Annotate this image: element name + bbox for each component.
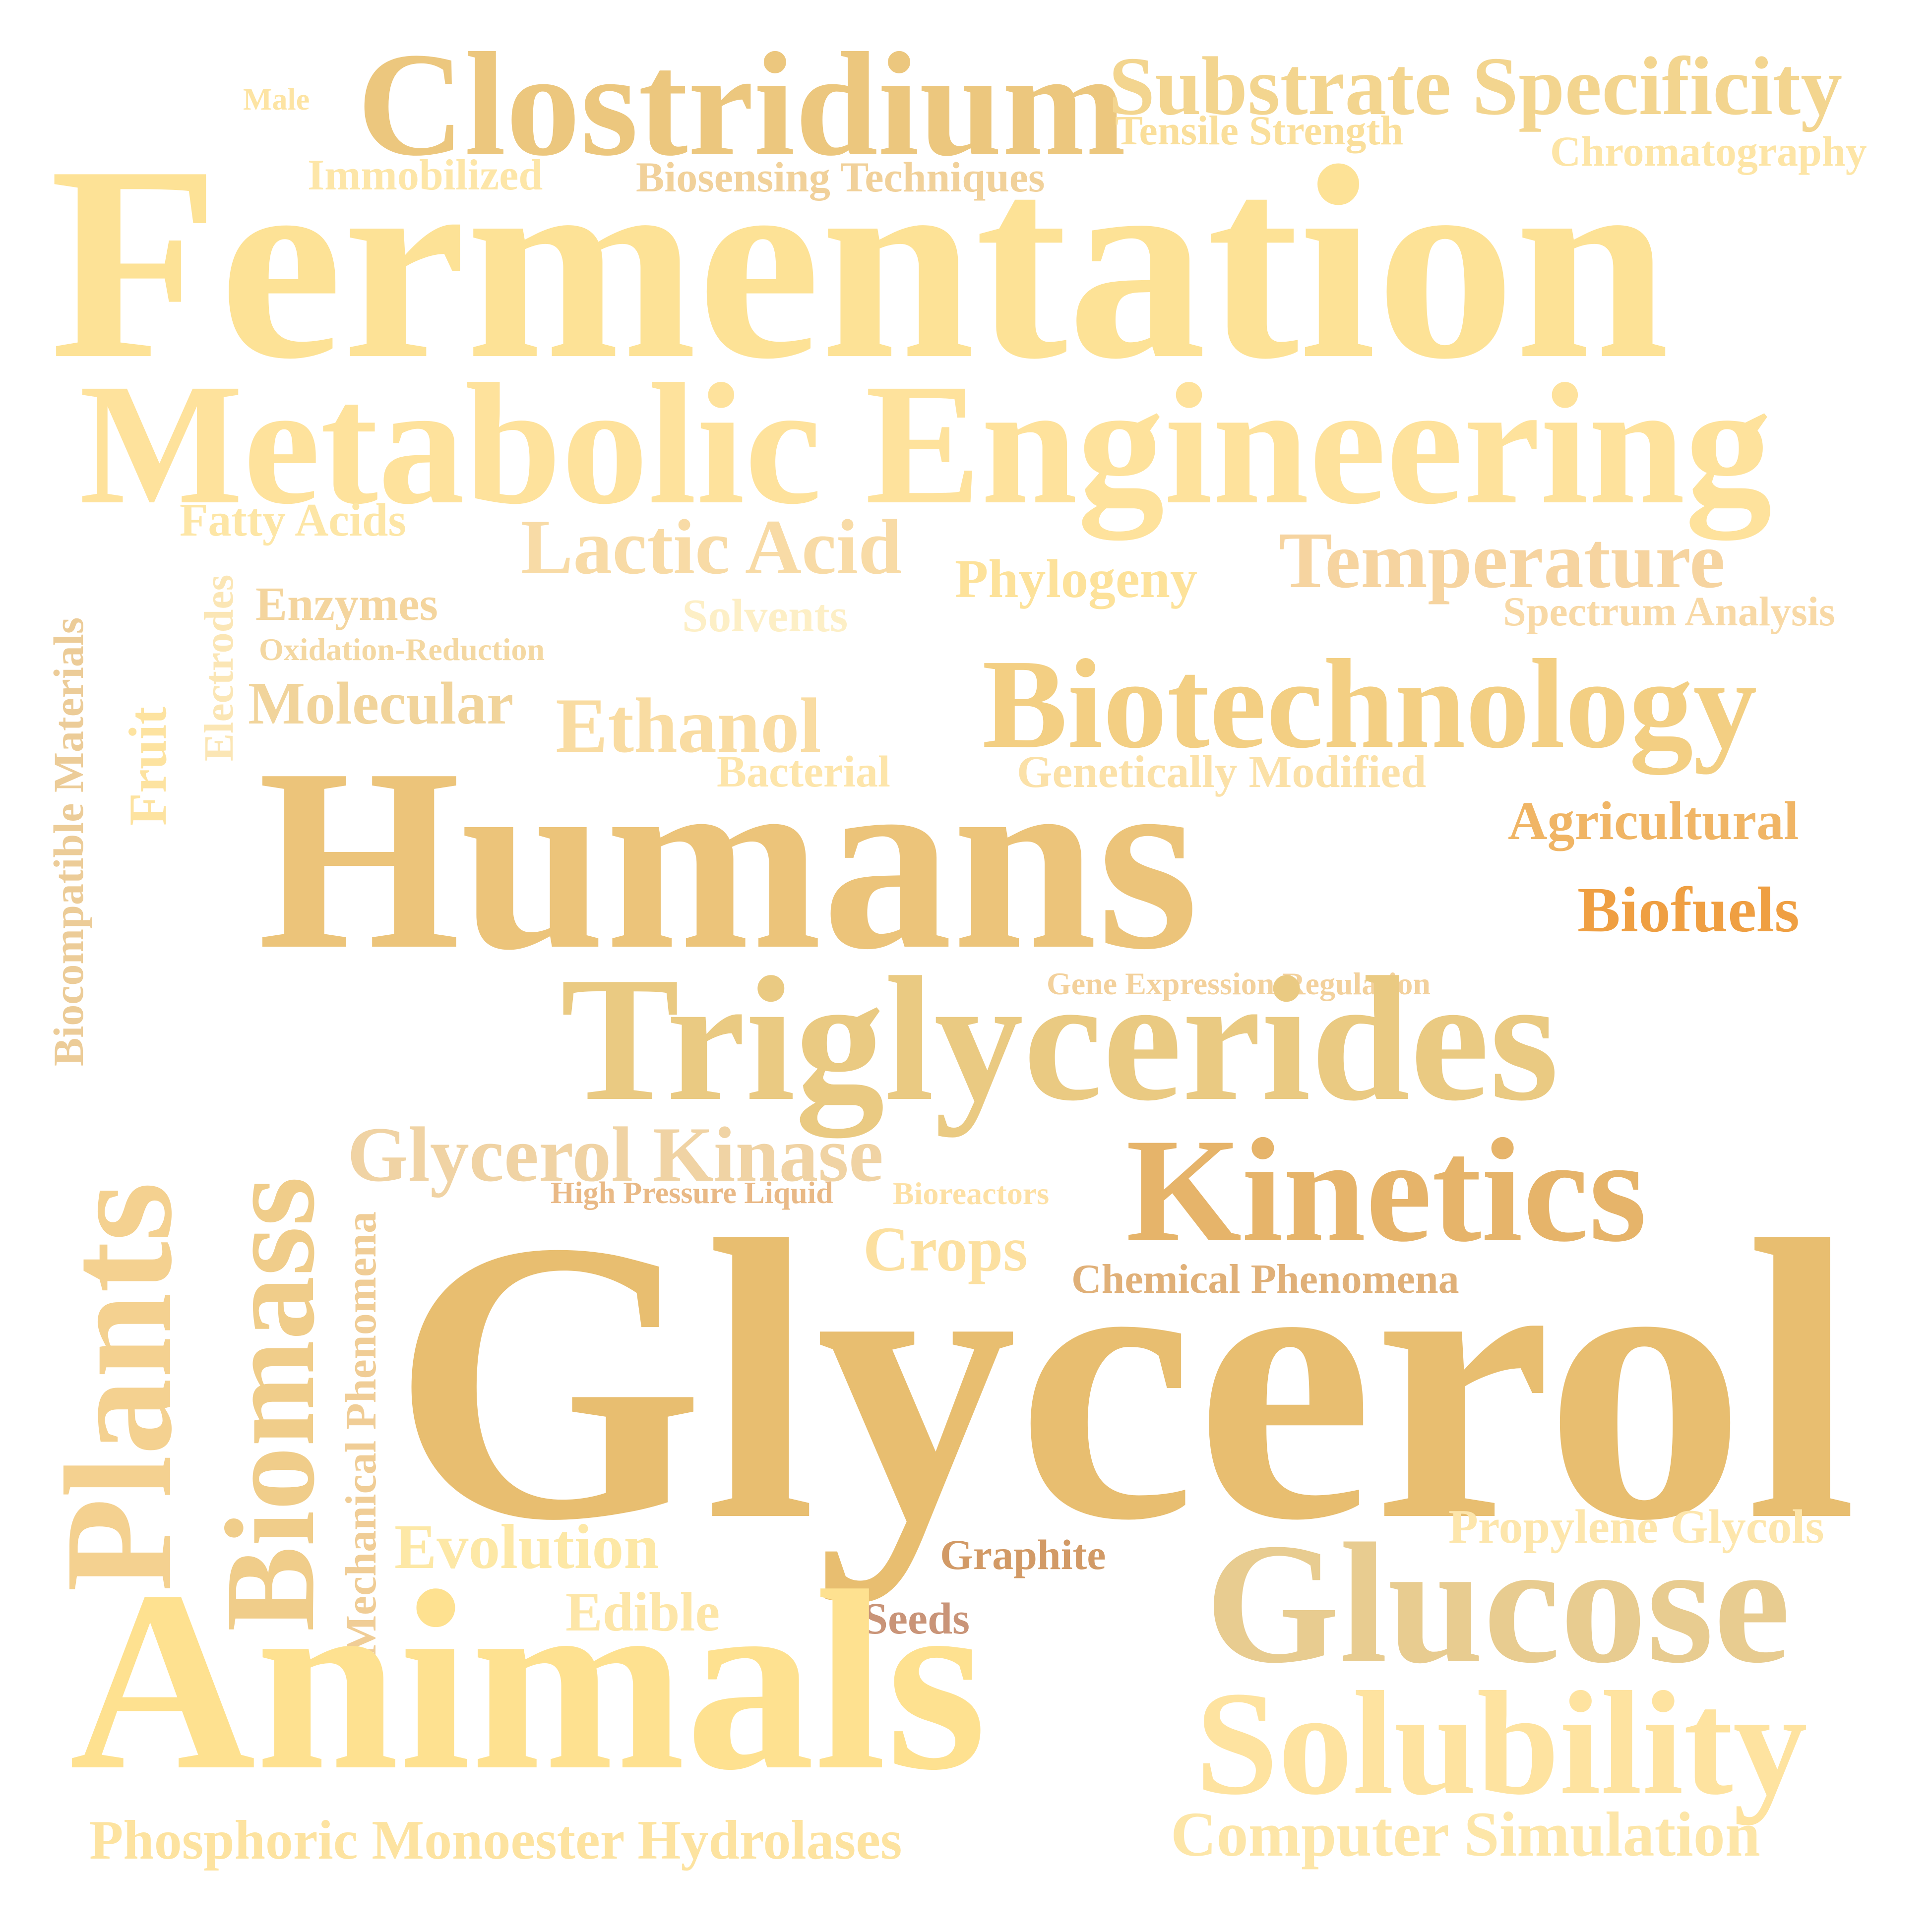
word-plants: Plants <box>34 1182 204 1592</box>
word-male: Male <box>243 83 310 117</box>
word-metabolic-engineering: Metabolic Engineering <box>79 348 1772 540</box>
word-fatty-acids: Fatty Acids <box>180 494 406 546</box>
word-agricultural: Agricultural <box>1508 790 1799 851</box>
word-electrodes: Electrodes <box>196 574 242 761</box>
word-gene-expression-regulation: Gene Expression Regulation <box>1047 966 1431 1001</box>
word-temperature: Temperature <box>1279 516 1725 605</box>
word-enzymes: Enzymes <box>255 577 438 630</box>
word-genetically-modified: Genetically Modified <box>1017 746 1427 797</box>
word-oxidation-reduction: Oxidation-Reduction <box>259 632 545 667</box>
word-seeds: Seeds <box>863 1594 970 1643</box>
word-biocompatible-materials: Biocompatible Materials <box>45 617 92 1066</box>
word-bacterial: Bacterial <box>717 747 890 796</box>
word-lactic-acid: Lactic Acid <box>521 504 902 591</box>
word-computer-simulation: Computer Simulation <box>1171 1799 1760 1870</box>
word-crops: Crops <box>863 1214 1028 1284</box>
word-biosensing-techniques: Biosensing Techniques <box>636 153 1045 201</box>
word-chemical-phenomena: Chemical Phenomena <box>1071 1256 1459 1302</box>
word-evolution: Evolution <box>394 1511 659 1582</box>
word-biofuels: Biofuels <box>1577 874 1800 946</box>
word-solvents: Solvents <box>682 590 848 642</box>
word-chromatography: Chromatography <box>1550 127 1867 175</box>
word-fruit: Fruit <box>119 707 178 826</box>
word-molecular: Molecular <box>248 670 514 737</box>
word-fermentation: Fermentation <box>50 109 1670 417</box>
word-tensile-strength: Tensile Strength <box>1115 108 1404 154</box>
word-clostridium: Clostridium <box>357 22 1126 186</box>
word-phosphoric-monoester-hydrolases: Phosphoric Monoester Hydrolases <box>89 1810 902 1871</box>
word-propylene-glycols: Propylene Glycols <box>1448 1500 1824 1554</box>
word-humans: Humans <box>258 715 1199 1003</box>
word-animals: Animals <box>69 1538 987 1823</box>
word-biotechnology: Biotechnology <box>982 633 1757 775</box>
word-graphite: Graphite <box>940 1531 1106 1578</box>
word-glucose: Glucose <box>1205 1508 1791 1699</box>
word-bioreactors: Bioreactors <box>893 1176 1050 1211</box>
word-spectrum-analysis: Spectrum Analysis <box>1503 589 1835 635</box>
word-glycerol-kinase: Glycerol Kinase <box>347 1111 884 1198</box>
word-phylogeny: Phylogeny <box>955 548 1197 609</box>
word-glycerol: Glycerol <box>392 1158 1858 1603</box>
word-solubility: Solubility <box>1195 1661 1807 1825</box>
word-immobilized: Immobilized <box>308 151 543 199</box>
word-ethanol: Ethanol <box>556 682 821 769</box>
word-kinetics: Kinetics <box>1126 1108 1647 1272</box>
word-edible: Edible <box>565 1581 720 1643</box>
word-substrate-specificity: Substrate Specificity <box>1109 40 1843 132</box>
word-triglycerides: Triglycerides <box>561 940 1559 1138</box>
word-high-pressure-liquid: High Pressure Liquid <box>551 1176 833 1210</box>
